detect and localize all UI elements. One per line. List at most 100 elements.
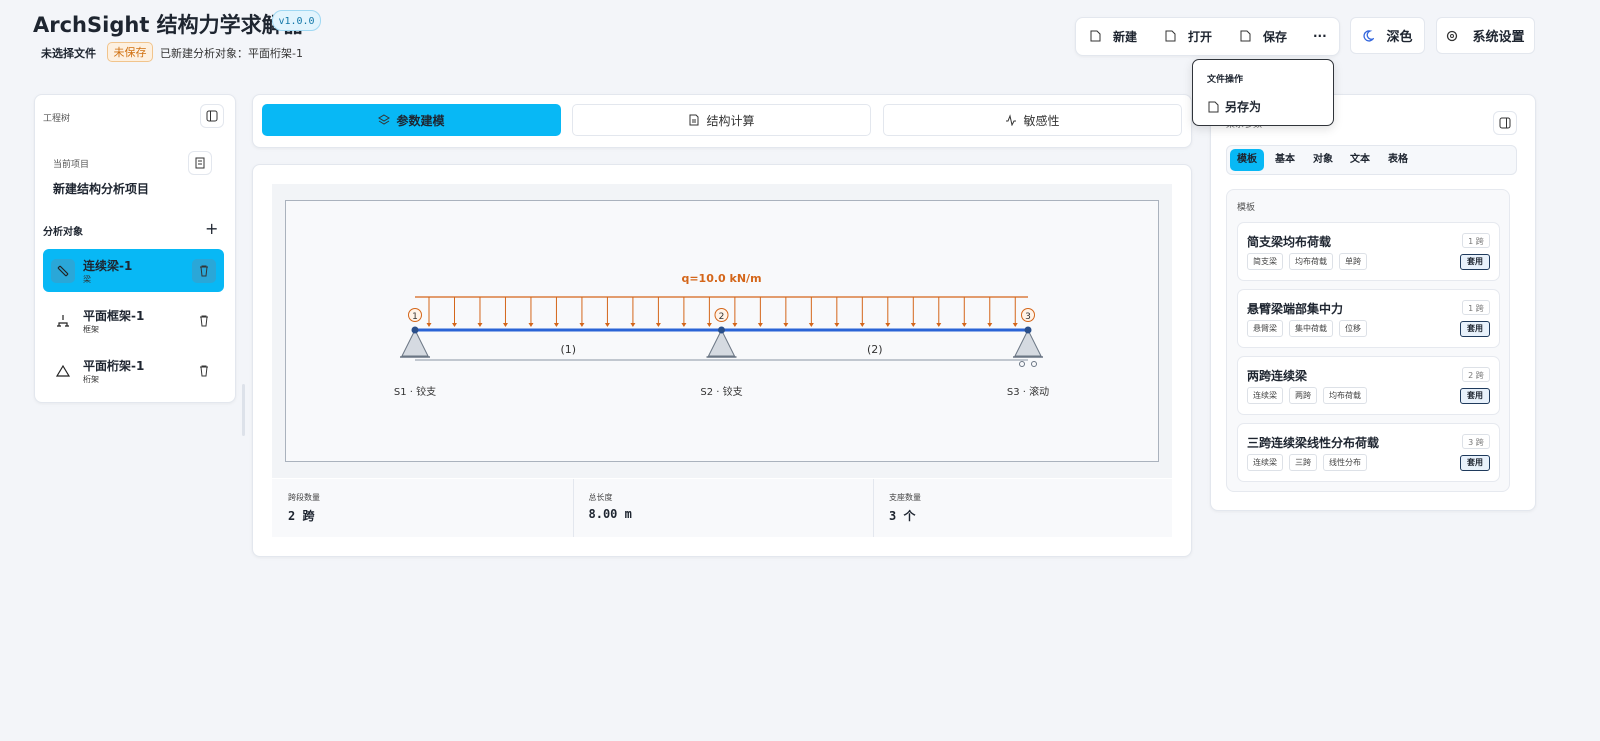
icon: [55, 364, 71, 377]
support: [401, 328, 429, 357]
roller: [1019, 361, 1025, 367]
sub-tab[interactable]: 模板: [1230, 149, 1264, 171]
status-info: 已新建分析对象：平面桁架-1: [160, 47, 303, 60]
arrow-head: [706, 323, 712, 327]
support-label: S3 · 滚动: [1007, 385, 1049, 398]
arrow-head: [987, 323, 993, 327]
object-icon: [51, 309, 75, 333]
template-tag: 连续梁: [1247, 387, 1283, 404]
resizer[interactable]: [242, 384, 245, 436]
template-tag: 连续梁: [1247, 454, 1283, 471]
icon-shape: [1165, 30, 1176, 42]
node-badge: [714, 308, 729, 322]
apply-button[interactable]: 套用: [1460, 321, 1490, 337]
left-panel: [34, 94, 236, 403]
objects-label: 分析对象: [43, 227, 83, 238]
version-badge: v1.0.0: [272, 10, 321, 31]
icon-shape: [55, 364, 71, 377]
object-type: 梁: [83, 275, 91, 284]
icon: [200, 315, 208, 327]
object-name: 平面桁架-1: [83, 359, 145, 373]
arrow-head: [579, 323, 585, 327]
arrow-head: [604, 323, 610, 327]
arrow-head: [477, 323, 483, 327]
sub-tab[interactable]: 表格: [1388, 154, 1408, 165]
delete-button[interactable]: [192, 259, 216, 283]
apply-button[interactable]: 套用: [1460, 388, 1490, 404]
toolbar-button[interactable]: ···: [1313, 27, 1327, 45]
app-title: ArchSight 结构力学求解器: [33, 13, 304, 37]
object-icon: [51, 259, 75, 283]
toolbar-button[interactable]: 保存: [1240, 27, 1287, 45]
delete-button[interactable]: [192, 309, 216, 333]
delete-button[interactable]: [192, 359, 216, 383]
arrow-head: [732, 323, 738, 327]
project-button[interactable]: [188, 151, 212, 175]
menu-item[interactable]: 另存为: [1208, 98, 1261, 115]
trash-icon: [200, 265, 208, 277]
template-name: 悬臂梁端部集中力: [1247, 302, 1344, 316]
tab[interactable]: 结构计算: [572, 104, 871, 136]
toolbar-button[interactable]: 打开: [1165, 27, 1212, 45]
arrow-head: [885, 323, 891, 327]
button-label: ···: [1313, 29, 1327, 43]
add-button[interactable]: +: [205, 219, 219, 238]
arrow-head: [808, 323, 814, 327]
support-label: S1 · 铰支: [394, 385, 436, 398]
divider: [873, 479, 874, 537]
template-tag: 集中荷载: [1289, 320, 1333, 337]
arrow-head: [834, 323, 840, 327]
icon: [1165, 30, 1176, 42]
stat-value: 3 个: [889, 509, 916, 523]
template-tag: 两跨: [1289, 387, 1317, 404]
arrow-head: [426, 323, 432, 327]
theme-button[interactable]: 深色: [1350, 17, 1425, 54]
support-label: S2 · 铰支: [700, 385, 742, 398]
sub-tab[interactable]: 基本: [1275, 154, 1295, 165]
icon-shape: [378, 114, 391, 125]
menu-title: 文件操作: [1207, 75, 1244, 85]
trash-icon: [200, 315, 208, 327]
tab[interactable]: 参数建模: [262, 104, 561, 136]
arrow-head: [961, 323, 967, 327]
icon-shape: [57, 315, 69, 327]
icon: [1240, 30, 1251, 42]
toolbar-button[interactable]: 新建: [1090, 27, 1137, 45]
apply-button[interactable]: 套用: [1460, 254, 1490, 270]
icon: [57, 315, 69, 327]
apply-button[interactable]: 套用: [1460, 455, 1490, 471]
sub-tab[interactable]: 对象: [1313, 154, 1333, 165]
icon-shape: [1006, 114, 1017, 126]
template-tag: 位移: [1339, 320, 1367, 337]
node: [718, 326, 725, 334]
template-tag: 三跨: [1289, 454, 1317, 471]
icon-shape: [57, 265, 69, 277]
collapse-button[interactable]: [200, 104, 224, 128]
icon-shape: [1090, 30, 1101, 42]
menu-item-label: 另存为: [1225, 100, 1262, 114]
icon: [57, 265, 69, 277]
status-badge: 未保存: [107, 42, 153, 62]
support: [1014, 328, 1042, 357]
stat-value: 2 跨: [288, 509, 315, 523]
settings-button[interactable]: 系统设置: [1436, 17, 1535, 54]
object-name: 平面框架-1: [83, 309, 145, 323]
arrow-head: [502, 323, 508, 327]
trash-icon: [200, 365, 208, 377]
template-tag: 简支梁: [1247, 253, 1283, 270]
span-badge: 2 跨: [1462, 367, 1490, 382]
stat-value: 8.00 m: [588, 507, 632, 521]
arrow-head: [553, 323, 559, 327]
load-label: q=10.0 kN/m: [681, 272, 761, 285]
arrow-head: [910, 323, 916, 327]
node-badge: [1021, 308, 1035, 322]
beam-diagram: q=10.0 kN/m (1) (2) 1 S1 · 铰支 2 S2 · 铰支 3 S3 · 滚…: [285, 200, 1159, 462]
stat-label: 跨段数量: [288, 493, 320, 502]
sub-tab[interactable]: 文本: [1350, 154, 1370, 165]
arrow-head: [936, 323, 942, 327]
collapse-button[interactable]: [1493, 111, 1517, 135]
span-badge: 3 跨: [1462, 434, 1490, 449]
tab[interactable]: 敏感性: [883, 104, 1182, 136]
node-label: 3: [1025, 312, 1031, 322]
icon: [1090, 30, 1101, 42]
